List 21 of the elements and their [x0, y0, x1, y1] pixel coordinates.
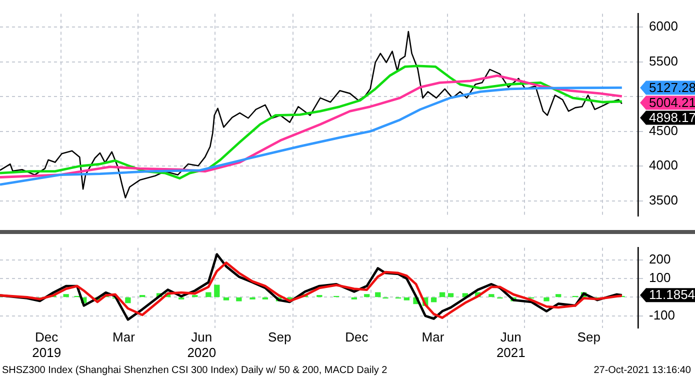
annotation: 4898.17 [649, 110, 695, 125]
y-tick-label: 3500 [649, 192, 678, 208]
x-tick-label: Sep [577, 329, 600, 344]
y-tick-label: 6000 [649, 18, 678, 34]
x-tick-label: Sep [268, 329, 292, 344]
x-tick-label: Mar [422, 329, 445, 344]
text: 27-Oct-2021 13:16:40 [594, 364, 691, 377]
annotation: 5004.21 [649, 94, 695, 110]
x-tick-label: Jun 2021 [496, 329, 526, 360]
y-tick-label: 4000 [649, 158, 678, 173]
text: SHSZ300 Index (Shanghai Shenzhen CSI 300 Index) Daily w/ 50 & 200, MACD Daily 2 [2, 364, 388, 377]
y-tick-label: 100 [649, 270, 671, 286]
x-tick-label: Mar [112, 329, 136, 344]
x-tick-label: Dec [345, 329, 369, 344]
annotation: 11.1854 [649, 287, 695, 302]
y-tick-label: 200 [649, 252, 671, 266]
y-tick-label: -100 [649, 307, 676, 322]
x-tick-label: Jun 2020 [187, 329, 216, 360]
x-tick-label: Dec 2019 [32, 329, 62, 360]
y-tick-label: 4500 [649, 122, 678, 138]
y-tick-label: 5500 [649, 53, 678, 68]
